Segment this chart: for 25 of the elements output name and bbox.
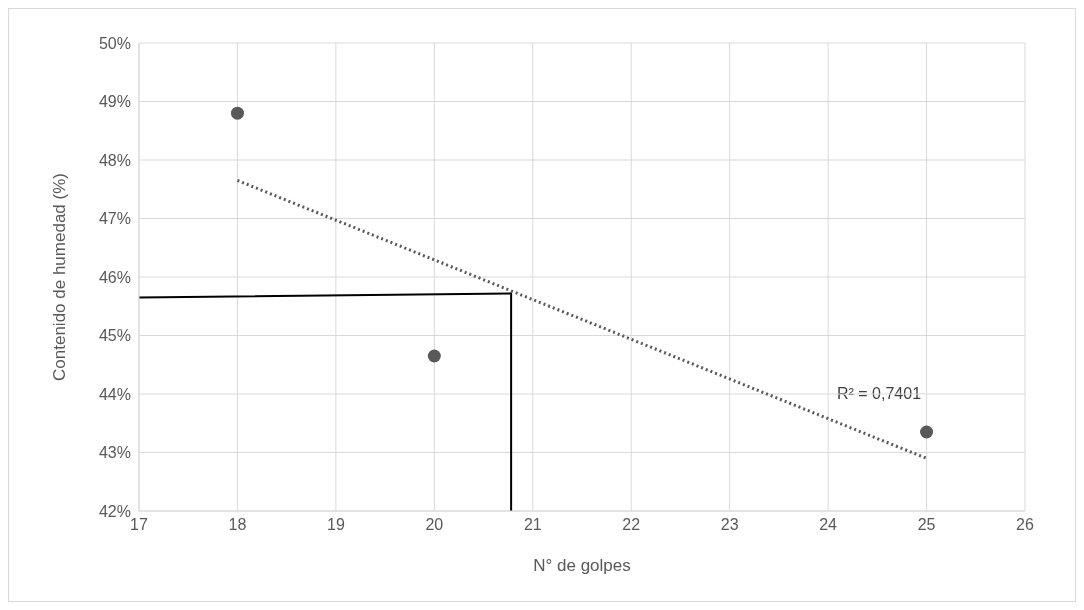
y-tick-label: 42% bbox=[98, 502, 131, 520]
x-tick-label: 22 bbox=[622, 516, 641, 534]
y-tick-label: 46% bbox=[98, 268, 131, 286]
annotation: R² = 0,7401 bbox=[837, 385, 922, 403]
y-tick-label: 44% bbox=[98, 385, 131, 403]
x-tick-label: 24 bbox=[819, 516, 838, 534]
x-tick-label: 25 bbox=[917, 516, 936, 534]
point bbox=[920, 425, 934, 439]
y-tick-label: 49% bbox=[98, 93, 131, 111]
y-tick-label: 47% bbox=[98, 210, 131, 228]
point bbox=[427, 349, 441, 363]
y-tick-label: 43% bbox=[98, 444, 131, 462]
x-axis-title: N° de golpes bbox=[533, 556, 631, 575]
x-tick-label: 18 bbox=[228, 516, 247, 534]
x-tick-label: 20 bbox=[425, 516, 444, 534]
x-tick-label: 21 bbox=[523, 516, 542, 534]
x-tick-label: 23 bbox=[720, 516, 739, 534]
x-tick-label: 17 bbox=[130, 516, 148, 534]
y-axis-title: Contenido de humedad (%) bbox=[50, 173, 70, 381]
x-tick-label: 19 bbox=[326, 516, 345, 534]
point bbox=[230, 106, 244, 120]
y-tick-label: 50% bbox=[98, 34, 131, 52]
y-tick-label: 48% bbox=[98, 151, 131, 169]
x-tick-label: 26 bbox=[1016, 516, 1034, 534]
y-tick-label: 45% bbox=[98, 327, 131, 345]
